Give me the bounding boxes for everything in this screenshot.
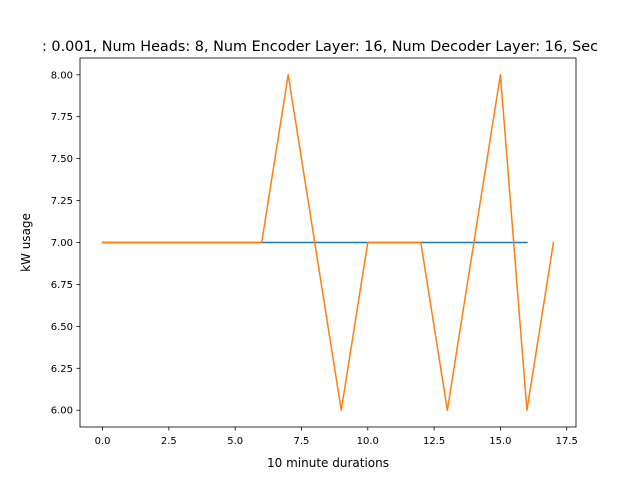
y-tick-label: 6.75 — [51, 280, 73, 291]
y-axis: 6.00 6.25 6.50 6.75 7.00 7.25 7.50 7.75 8.00 — [51, 70, 80, 417]
x-tick-label: 17.5 — [556, 436, 578, 447]
x-tick-label: 2.5 — [161, 436, 177, 447]
x-axis-label: 10 minute durations — [267, 456, 389, 470]
x-tick-label: 10.0 — [357, 436, 379, 447]
x-axis: 0.0 2.5 5.0 7.5 10.0 12.5 15.0 17.5 — [95, 427, 578, 447]
y-tick-label: 8.00 — [51, 70, 73, 81]
x-tick-label: 12.5 — [423, 436, 445, 447]
y-tick-label: 6.00 — [51, 406, 73, 417]
y-tick-label: 6.50 — [51, 322, 73, 333]
x-tick-label: 15.0 — [489, 436, 511, 447]
y-tick-label: 6.25 — [51, 364, 73, 375]
x-tick-label: 7.5 — [294, 436, 310, 447]
y-axis-label: kW usage — [19, 213, 33, 272]
x-tick-label: 5.0 — [227, 436, 243, 447]
x-tick-label: 0.0 — [95, 436, 111, 447]
y-tick-label: 7.00 — [51, 238, 73, 249]
series-line-2 — [101, 74, 555, 411]
y-tick-label: 7.50 — [51, 154, 73, 165]
y-tick-label: 7.25 — [51, 196, 73, 207]
y-tick-label: 7.75 — [51, 112, 73, 123]
chart-title: : 0.001, Num Heads: 8, Num Encoder Layer… — [42, 39, 598, 55]
series-layer — [101, 74, 555, 411]
